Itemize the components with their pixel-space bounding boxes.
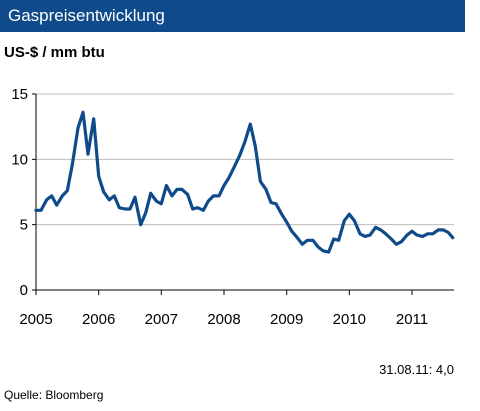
line-chart: 0 5 10 15 2005 2006 2007 2008 2009 2010 2011	[11, 86, 455, 328]
x-tick-label: 2006	[82, 311, 115, 328]
chart-title: Gaspreisentwicklung	[8, 6, 165, 25]
series-line-0	[34, 110, 455, 254]
y-tick-label: 5	[20, 217, 28, 234]
last-value-annotation: 31.08.11: 4,0	[379, 362, 454, 377]
x-tick-label: 2011	[396, 311, 428, 328]
y-tick-label: 0	[20, 282, 28, 299]
y-tick-label: 15	[11, 86, 28, 103]
header-bar: Gaspreisentwicklung	[0, 0, 465, 32]
source-note: Quelle: Bloomberg	[4, 388, 104, 402]
y-tick-label: 10	[11, 151, 28, 168]
y-axis-unit-label: US-$ / mm btu	[4, 44, 105, 61]
x-tick-label: 2007	[145, 311, 178, 328]
x-tick-label: 2008	[207, 311, 240, 328]
x-tick-label: 2009	[270, 311, 303, 328]
x-tick-label: 2010	[333, 311, 366, 328]
x-tick-label: 2005	[19, 311, 52, 328]
